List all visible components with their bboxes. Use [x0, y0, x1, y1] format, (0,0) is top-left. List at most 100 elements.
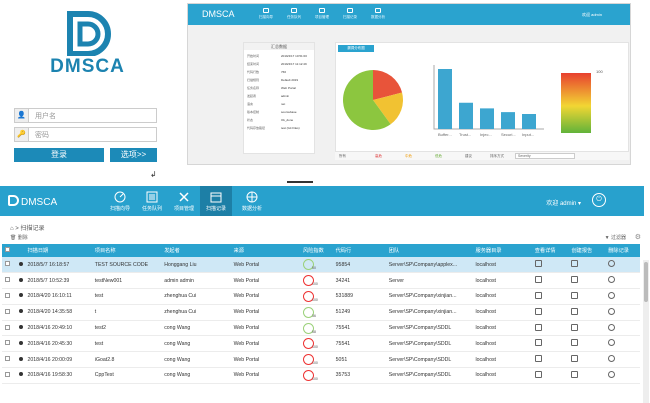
password-field[interactable]: 🔑 密码: [14, 127, 157, 142]
settings-icon[interactable]: ⚙: [634, 234, 641, 241]
filter-all[interactable]: 所有: [339, 154, 346, 158]
delete-record-icon[interactable]: [608, 276, 616, 284]
view-details-icon[interactable]: [534, 370, 542, 378]
menu-data-analysis[interactable]: 数据分析: [236, 186, 268, 216]
table-scrollbar[interactable]: [643, 260, 649, 403]
create-report-icon[interactable]: [571, 339, 579, 347]
create-report-icon[interactable]: [571, 276, 579, 284]
menu-project-management[interactable]: 项目管理: [168, 186, 200, 216]
dashboard-user[interactable]: 欢迎 admin: [581, 12, 602, 17]
dash-menu-wizard[interactable]: 扫描向导: [254, 8, 278, 20]
risk-value: 100: [312, 361, 318, 366]
delete-record-icon[interactable]: [608, 260, 616, 268]
delete-record-icon[interactable]: [608, 339, 616, 347]
menu-scan-wizard[interactable]: 扫描向导: [104, 186, 136, 216]
filter-medium[interactable]: 中危: [405, 154, 412, 158]
table-row[interactable]: 2018/5/7 16:18:57 TEST SOURCE CODE Hongg…: [2, 257, 640, 273]
user-menu[interactable]: 欢迎 admin ▾: [546, 201, 581, 207]
risk-ring-icon: [303, 369, 315, 381]
table-row[interactable]: 2018/4/16 19:58:30 CppTest cong Wang Web…: [2, 368, 640, 384]
sort-select[interactable]: Severity: [515, 153, 575, 159]
filter-button[interactable]: ▼ 过滤器: [604, 235, 626, 241]
create-report-icon[interactable]: [571, 260, 579, 268]
delete-record-icon[interactable]: [608, 307, 616, 315]
col-risk[interactable]: 风险指数: [303, 248, 324, 254]
filter-high[interactable]: 高危: [375, 154, 382, 158]
bar: [480, 108, 494, 129]
logout-icon[interactable]: ⏻: [592, 193, 606, 207]
table-row[interactable]: 2018/4/20 16:10:11 test zhenghua Cui Web…: [2, 289, 640, 305]
row-checkbox[interactable]: [5, 261, 10, 267]
summary-row: 结束时间 2019/4/17 11:12:49: [244, 60, 316, 67]
delete-record-icon[interactable]: [608, 370, 616, 378]
create-report-icon[interactable]: [571, 323, 579, 331]
dmsca-logo-icon: [67, 11, 111, 56]
view-details-icon[interactable]: [534, 291, 542, 299]
col-team[interactable]: 团队: [388, 248, 400, 254]
password-placeholder: 密码: [35, 132, 49, 139]
create-report-icon[interactable]: [571, 307, 579, 315]
scrollbar-thumb[interactable]: [644, 262, 648, 302]
row-checkbox[interactable]: [5, 324, 10, 330]
login-panel: DMSCA 👤 用户名 🔑 密码 登录 选项>>: [0, 0, 175, 175]
row-checkbox[interactable]: [5, 277, 10, 283]
create-report-icon[interactable]: [571, 370, 579, 378]
dash-menu-records[interactable]: 扫描记录: [338, 8, 362, 20]
row-checkbox[interactable]: [5, 356, 10, 362]
cell-server: localhost: [475, 261, 496, 268]
create-report-icon[interactable]: [571, 291, 579, 299]
col-scan-date[interactable]: 扫描日期: [27, 248, 49, 254]
dash-menu-queue[interactable]: 任务队列: [282, 8, 306, 20]
summary-title: 汇总数据: [244, 43, 314, 50]
tab-vuln-distribution[interactable]: 漏洞分布图: [338, 45, 374, 52]
cell-server: localhost: [475, 356, 496, 363]
row-checkbox[interactable]: [5, 292, 10, 298]
col-server-dir[interactable]: 服务器目录: [475, 248, 502, 254]
menu-scan-records[interactable]: 扫描记录: [200, 186, 232, 216]
col-delete: 删除记录: [608, 248, 629, 254]
view-details-icon[interactable]: [534, 339, 542, 347]
login-button[interactable]: 登录: [14, 148, 104, 162]
view-details-icon[interactable]: [534, 276, 542, 284]
home-icon[interactable]: ⌂: [10, 226, 14, 232]
delete-record-icon[interactable]: [608, 323, 616, 331]
table-row[interactable]: 2018/4/16 20:49:10 test2 cong Wang Web P…: [2, 320, 640, 336]
row-checkbox[interactable]: [5, 308, 10, 314]
row-checkbox[interactable]: [5, 340, 10, 346]
filter-low[interactable]: 低危: [435, 154, 442, 158]
view-details-icon[interactable]: [534, 307, 542, 315]
dash-menu-projects[interactable]: 项目管理: [310, 8, 334, 20]
col-loc[interactable]: 代码行: [335, 248, 352, 254]
menu-task-queue[interactable]: 任务队列: [136, 186, 168, 216]
filter-suggest[interactable]: 建议: [465, 154, 472, 158]
table-row[interactable]: 2018/4/20 14:35:58 t zhenghua Cui Web Po…: [2, 304, 640, 321]
view-details-icon[interactable]: [534, 260, 542, 268]
risk-value: 100: [312, 376, 318, 381]
analysis-icon: [375, 8, 381, 13]
summary-value: Default 2019: [281, 78, 299, 82]
cell-date: 2018/4/20 16:10:11: [27, 293, 72, 300]
table-row[interactable]: 2018/4/16 20:45:30 test cong Wang Web Po…: [2, 336, 640, 352]
row-checkbox[interactable]: [5, 371, 10, 377]
view-details-icon[interactable]: [534, 323, 542, 331]
select-all-checkbox[interactable]: [5, 247, 10, 252]
table-row[interactable]: 2018/5/7 10:52:39 testNew001 admin admin…: [2, 273, 640, 289]
view-details-icon[interactable]: [534, 355, 542, 363]
cell-source: Web Portal: [233, 356, 260, 363]
heat-gradient: [561, 73, 591, 133]
delete-record-icon[interactable]: [608, 355, 616, 363]
options-button[interactable]: 选项>>: [110, 148, 157, 162]
username-field[interactable]: 👤 用户名: [14, 108, 157, 123]
create-report-icon[interactable]: [571, 355, 579, 363]
col-owner[interactable]: 发起者: [164, 248, 180, 254]
cell-risk: 100: [300, 289, 333, 305]
dash-menu-analysis[interactable]: 数据分析: [366, 8, 390, 20]
col-source[interactable]: 来源: [233, 248, 244, 254]
delete-record-icon[interactable]: [608, 291, 616, 299]
table-row[interactable]: 2018/4/16 20:00:09 iGoat2.8 cong Wang We…: [2, 352, 640, 368]
col-project[interactable]: 项目名称: [94, 248, 116, 254]
cell-loc: 35753: [335, 372, 351, 379]
status-dot: [19, 372, 24, 377]
delete-button[interactable]: 🗑 删除: [10, 235, 28, 241]
cell-team: Server: [388, 277, 405, 284]
